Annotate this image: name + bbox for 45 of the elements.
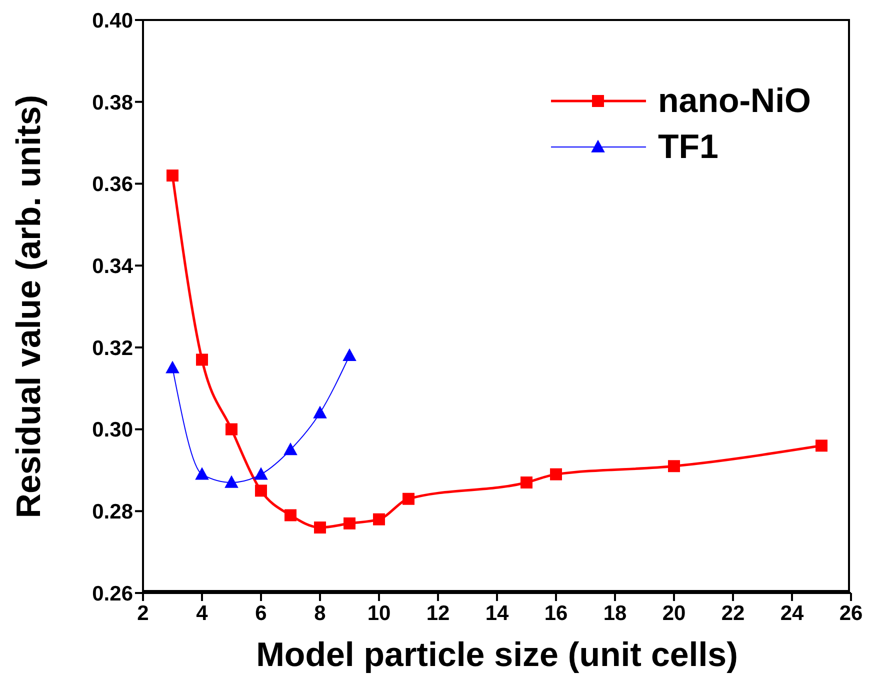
x-tick-label: 8 xyxy=(314,602,326,625)
point xyxy=(196,354,208,366)
y-axis-title: Residual value (arb. units) xyxy=(10,94,48,518)
point xyxy=(224,475,238,488)
point xyxy=(344,517,356,530)
x-tick-label: 26 xyxy=(839,602,863,625)
point xyxy=(342,348,356,362)
legend-label: nano-NiO xyxy=(658,82,811,120)
x-tick-label: 24 xyxy=(780,602,804,625)
x-tick-label: 22 xyxy=(721,602,745,625)
x-tick-label: 4 xyxy=(196,602,208,625)
point xyxy=(314,522,326,534)
point xyxy=(550,468,562,480)
point xyxy=(402,492,414,505)
point xyxy=(255,484,267,497)
x-tick-label: 6 xyxy=(255,602,267,625)
point xyxy=(373,513,385,526)
y-tick-label: 0.26 xyxy=(92,582,133,606)
point xyxy=(195,467,209,480)
y-tick-label: 0.36 xyxy=(92,173,133,196)
point xyxy=(816,440,828,452)
point xyxy=(254,467,268,480)
y-tick-label: 0.32 xyxy=(92,336,133,360)
point xyxy=(520,476,532,488)
y-tick-label: 0.40 xyxy=(92,9,133,32)
point xyxy=(668,460,680,472)
legend-label: TF1 xyxy=(658,128,718,166)
point xyxy=(313,406,327,418)
point xyxy=(166,360,180,374)
x-tick-label: 18 xyxy=(603,602,627,625)
point xyxy=(284,509,296,522)
point xyxy=(166,170,178,182)
x-tick-label: 16 xyxy=(544,602,568,625)
point xyxy=(284,442,298,456)
x-tick-label: 10 xyxy=(367,602,391,625)
y-tick-label: 0.30 xyxy=(92,418,133,442)
x-tick-label: 20 xyxy=(662,602,686,625)
y-tick-label: 0.38 xyxy=(92,91,134,114)
point xyxy=(226,423,238,436)
x-axis-title: Model particle size (unit cells) xyxy=(256,636,738,674)
y-tick-label: 0.34 xyxy=(92,255,134,278)
x-tick-label: 12 xyxy=(426,602,450,625)
x-tick-label: 14 xyxy=(485,602,509,625)
y-tick-label: 0.28 xyxy=(92,500,134,524)
x-tick-label: 2 xyxy=(137,602,149,625)
